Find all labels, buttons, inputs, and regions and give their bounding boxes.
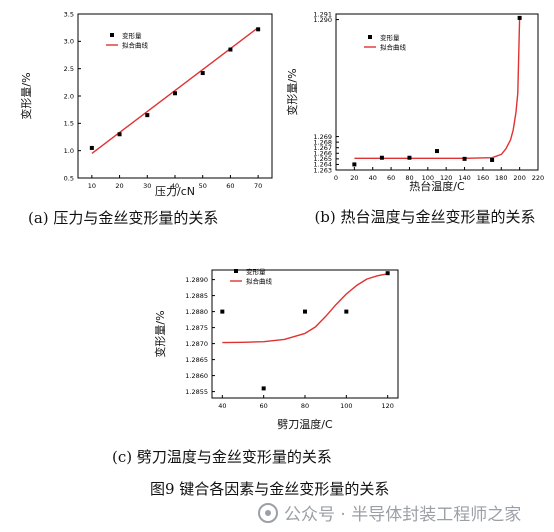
- y-tick-label: 1.2855: [185, 388, 208, 396]
- fit-curve: [91, 27, 259, 154]
- legend-label-fit: 拟合曲线: [380, 43, 407, 52]
- data-point: [117, 132, 122, 137]
- x-tick-label: 60: [260, 402, 268, 410]
- y-tick-label: 1.290: [313, 16, 332, 24]
- x-tick-label: 70: [254, 182, 262, 190]
- y-tick-label: 1.2870: [185, 340, 208, 348]
- data-point: [490, 157, 495, 162]
- x-axis-label: 热台温度/C: [409, 179, 465, 193]
- x-tick-label: 60: [226, 182, 234, 190]
- chart-a: 10 20 30 40 50 60 70 0.5 1.0 1.5 2.0 2.5 3.0 3.5 压力/cN…: [19, 10, 273, 198]
- data-point: [220, 309, 225, 314]
- x-axis-label: 压力/cN: [155, 185, 195, 198]
- legend-label-points: 变形量: [246, 267, 266, 276]
- y-tick-label: 1.2890: [185, 276, 208, 284]
- data-point: [200, 71, 205, 76]
- data-point: [462, 156, 467, 161]
- data-point: [256, 27, 261, 32]
- y-tick-label: 1.2865: [185, 356, 208, 364]
- legend-marker-points: [234, 269, 238, 273]
- y-tick-label: 3.5: [64, 10, 74, 18]
- fit-curve: [222, 273, 388, 344]
- x-tick-label: 140: [458, 174, 470, 182]
- caption-c: (c) 劈刀温度与金丝变形量的关系: [112, 448, 332, 466]
- fit-curve: [354, 18, 521, 160]
- x-tick-label: 40: [218, 402, 226, 410]
- watermark: 公众号 · 半导体封装工程师之家: [258, 500, 521, 525]
- x-tick-label: 180: [495, 174, 507, 182]
- x-axis-label: 劈刀温度/C: [277, 417, 333, 431]
- y-tick-label: 1.2885: [185, 292, 208, 300]
- x-tick-label: 200: [513, 174, 525, 182]
- y-tick-label: 1.0: [64, 147, 74, 155]
- x-tick-label: 40: [369, 174, 377, 182]
- x-tick-label: 220: [532, 174, 544, 182]
- x-tick-label: 0: [334, 174, 338, 182]
- data-point: [379, 155, 384, 160]
- y-tick-label: 1.2875: [185, 324, 208, 332]
- y-tick-label: 1.269: [313, 133, 332, 141]
- plot-frame: [335, 13, 539, 171]
- x-tick-label: 80: [405, 174, 413, 182]
- chart-b: 0 20 40 60 80 100 120 140 160 180 200 220 1.2631.264…: [285, 10, 544, 193]
- data-point: [261, 386, 266, 391]
- y-tick-label: 1.2880: [185, 308, 208, 316]
- chart-c: 40 60 80 100 120 1.2855 1.2860 1.2865 1.2870 1.28…: [153, 267, 399, 431]
- x-tick-label: 80: [301, 402, 309, 410]
- y-tick-label: 1.265: [313, 155, 332, 163]
- x-tick-label: 30: [143, 182, 151, 190]
- y-tick-label: 1.264: [313, 161, 332, 169]
- legend-label-fit: 拟合曲线: [246, 277, 273, 286]
- y-tick-label: 2.5: [64, 65, 74, 73]
- data-point: [344, 309, 349, 314]
- y-tick-label: 1.5: [64, 120, 74, 128]
- y-tick-label: 1.268: [313, 138, 332, 146]
- legend-marker-points: [368, 35, 372, 39]
- caption-b: (b) 热台温度与金丝变形量的关系: [314, 208, 536, 226]
- y-axis-label: 变形量/%: [285, 68, 299, 115]
- y-tick-label: 1.291: [313, 10, 332, 18]
- x-tick-label: 20: [350, 174, 358, 182]
- data-point: [228, 47, 233, 52]
- legend-label-points: 变形量: [380, 33, 400, 42]
- y-axis-label: 变形量/%: [153, 310, 167, 357]
- y-tick-label: 1.2860: [185, 372, 208, 380]
- y-tick-label: 3.0: [64, 38, 74, 46]
- y-tick-label: 1.263: [313, 166, 332, 174]
- x-tick-label: 50: [199, 182, 207, 190]
- x-tick-label: 100: [422, 174, 434, 182]
- wechat-icon: [258, 502, 278, 523]
- data-point: [89, 145, 94, 150]
- y-tick-label: 2.0: [64, 92, 74, 100]
- data-point: [407, 155, 412, 160]
- x-tick-label: 20: [115, 182, 123, 190]
- x-tick-label: 120: [440, 174, 452, 182]
- data-point: [435, 149, 439, 154]
- y-tick-label: 1.266: [313, 150, 332, 158]
- x-tick-label: 160: [477, 174, 489, 182]
- y-axis-label: 变形量/%: [19, 72, 33, 119]
- data-point: [303, 309, 307, 314]
- y-tick-label: 1.267: [313, 144, 332, 152]
- y-tick-label: 0.5: [64, 174, 74, 182]
- caption-a: (a) 压力与金丝变形量的关系: [28, 209, 219, 227]
- x-tick-label: 10: [88, 182, 96, 190]
- x-tick-label: 120: [381, 402, 393, 410]
- legend-label-fit: 拟合曲线: [122, 41, 149, 50]
- watermark-text: 公众号 · 半导体封装工程师之家: [284, 505, 522, 525]
- x-tick-label: 40: [171, 182, 179, 190]
- data-point: [385, 271, 390, 276]
- x-tick-label: 100: [340, 402, 352, 410]
- data-point: [173, 91, 177, 96]
- figure-title: 图9 键合各因素与金丝变形量的关系: [150, 480, 390, 498]
- data-point: [517, 15, 522, 20]
- x-tick-label: 60: [387, 174, 395, 182]
- legend-marker-points: [110, 33, 114, 37]
- legend-label-points: 变形量: [122, 31, 142, 40]
- data-point: [145, 113, 150, 118]
- data-point: [352, 162, 357, 167]
